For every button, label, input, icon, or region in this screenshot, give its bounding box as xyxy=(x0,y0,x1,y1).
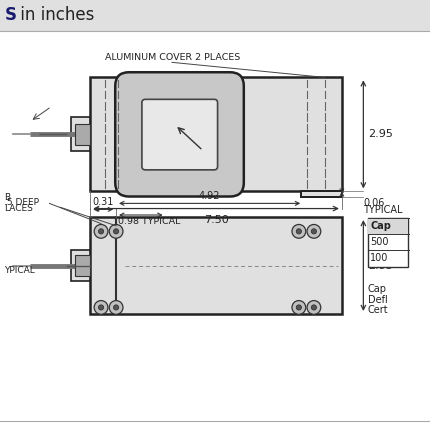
Circle shape xyxy=(311,229,316,234)
Text: B: B xyxy=(4,193,10,202)
Text: 7.50: 7.50 xyxy=(204,215,228,225)
Text: 0.06: 0.06 xyxy=(363,198,385,208)
Bar xyxy=(368,218,408,267)
Text: Cert: Cert xyxy=(368,305,388,315)
Text: Cap: Cap xyxy=(370,221,391,231)
Bar xyxy=(301,191,342,197)
Text: 500: 500 xyxy=(370,237,389,247)
Text: 0.98 TYPICAL: 0.98 TYPICAL xyxy=(118,217,181,226)
Text: TYPICAL: TYPICAL xyxy=(363,205,403,215)
Bar xyxy=(0,0,430,31)
Text: 0.31: 0.31 xyxy=(92,197,114,207)
Circle shape xyxy=(296,229,301,234)
Text: in inches: in inches xyxy=(15,6,95,25)
Bar xyxy=(90,217,342,314)
Text: YPICAL: YPICAL xyxy=(4,266,35,275)
Bar xyxy=(90,77,342,191)
Circle shape xyxy=(94,224,108,238)
Circle shape xyxy=(98,229,104,234)
Text: 2.95: 2.95 xyxy=(368,261,393,270)
Text: 2.95: 2.95 xyxy=(368,129,393,139)
Circle shape xyxy=(307,301,321,314)
Text: ALUMINUM COVER 2 PLACES: ALUMINUM COVER 2 PLACES xyxy=(105,53,241,62)
Bar xyxy=(71,250,90,281)
Bar xyxy=(368,218,408,234)
Text: Cap: Cap xyxy=(368,284,387,294)
Circle shape xyxy=(292,301,306,314)
Text: S: S xyxy=(5,6,17,25)
Text: LACES: LACES xyxy=(4,204,33,213)
Circle shape xyxy=(114,229,119,234)
Circle shape xyxy=(296,305,301,310)
Text: .5 DEEP: .5 DEEP xyxy=(4,198,39,207)
Text: 100: 100 xyxy=(370,253,389,264)
Circle shape xyxy=(109,301,123,314)
Circle shape xyxy=(292,224,306,238)
Circle shape xyxy=(114,305,119,310)
Circle shape xyxy=(98,305,104,310)
Text: 4.92: 4.92 xyxy=(199,191,220,201)
Bar xyxy=(75,124,90,145)
Bar xyxy=(71,117,90,151)
Circle shape xyxy=(311,305,316,310)
FancyBboxPatch shape xyxy=(115,72,244,197)
Text: Defl: Defl xyxy=(368,295,387,304)
Circle shape xyxy=(109,224,123,238)
Circle shape xyxy=(94,301,108,314)
Circle shape xyxy=(307,224,321,238)
FancyBboxPatch shape xyxy=(142,99,218,170)
Bar xyxy=(75,255,90,276)
